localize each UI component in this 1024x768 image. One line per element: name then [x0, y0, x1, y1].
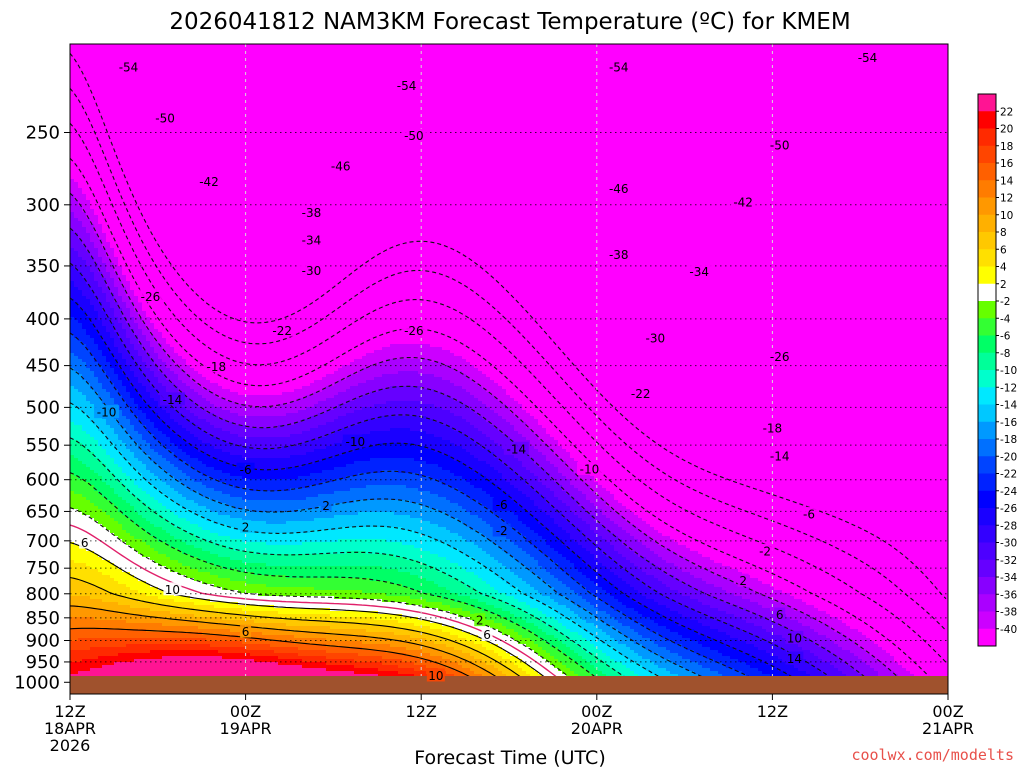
chart-title: 2026041812 NAM3KM Forecast Temperature (…	[169, 9, 850, 35]
plot-area: -54-54-54-54-50-50-50-46-46-42-42-38-38-…	[70, 44, 951, 696]
temperature-bands	[70, 44, 951, 696]
